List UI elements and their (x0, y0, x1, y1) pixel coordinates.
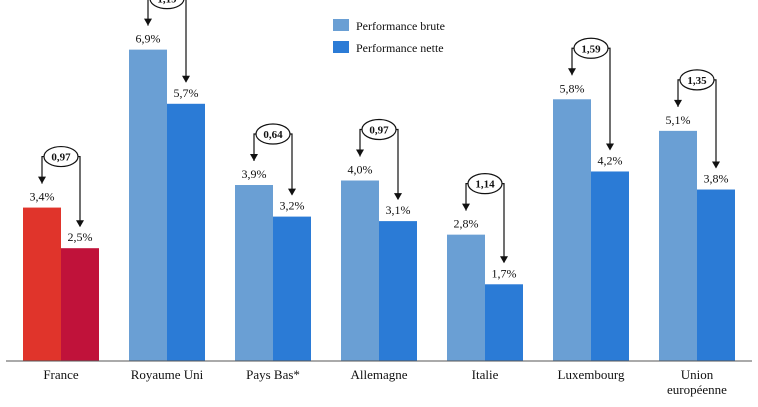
category-label: Italie (472, 367, 499, 382)
difference-arrow-start (250, 154, 258, 162)
difference-badge (467, 173, 503, 195)
difference-value: 0,64 (263, 129, 283, 141)
bar-group: 3,4% 2,5% 0,97 France (23, 145, 99, 382)
difference-badge (573, 37, 609, 59)
difference-arrow-start (462, 203, 470, 211)
bar-brute (129, 49, 167, 361)
bar-nette (61, 248, 99, 361)
data-label-nette: 3,1% (386, 203, 411, 217)
category-label: Allemagne (350, 367, 407, 382)
bar-brute (23, 207, 61, 361)
bar-group: 3,9% 3,2% 0,64 Pays Bas* (235, 123, 311, 382)
data-label-brute: 4,0% (348, 163, 373, 177)
difference-value: 1,14 (475, 179, 495, 191)
legend-label-brute: Performance brute (356, 19, 445, 33)
difference-arrow-start (144, 18, 152, 26)
bar-nette (379, 221, 417, 361)
difference-value: 1,59 (581, 43, 601, 55)
data-label-nette: 5,7% (174, 86, 199, 100)
legend-swatch-nette (333, 41, 349, 53)
bar-nette (273, 216, 311, 361)
data-label-nette: 3,8% (704, 172, 729, 186)
bar-brute (659, 130, 697, 361)
data-label-brute: 5,1% (666, 113, 691, 127)
bar-brute (447, 234, 485, 361)
data-label-nette: 2,5% (68, 230, 93, 244)
legend-swatch-brute (333, 19, 349, 31)
difference-badge (149, 0, 185, 10)
data-label-brute: 3,9% (242, 167, 267, 181)
difference-arrow-start (356, 149, 364, 157)
data-label-nette: 4,2% (598, 153, 623, 167)
legend-label-nette: Performance nette (356, 41, 444, 55)
difference-value: 0,97 (369, 125, 389, 137)
difference-value: 0,97 (51, 152, 71, 164)
data-label-brute: 3,4% (30, 190, 55, 204)
data-label-brute: 2,8% (454, 217, 479, 231)
data-label-brute: 5,8% (560, 81, 585, 95)
bar-brute (341, 180, 379, 361)
legend: Performance brute Performance nette (333, 19, 445, 55)
bar-nette (167, 103, 205, 361)
bar-group: 2,8% 1,7% 1,14 Italie (447, 173, 523, 382)
bar-nette (697, 189, 735, 361)
bar-brute (553, 99, 591, 362)
difference-value: 1,19 (157, 0, 177, 6)
plot-area: 3,4% 2,5% 0,97 France 6,9% 5,7% 1,19 Royaume Un… (6, 0, 752, 397)
difference-value: 1,35 (687, 75, 707, 87)
data-label-brute: 6,9% (136, 32, 161, 46)
difference-arrow-start (674, 99, 682, 107)
bar-group: 5,8% 4,2% 1,59 Luxembourg (553, 37, 629, 382)
bar-group: 4,0% 3,1% 0,97 Allemagne (341, 118, 417, 382)
bar-nette (485, 284, 523, 361)
category-label: européenne (667, 382, 727, 397)
difference-arrow-start (568, 68, 576, 76)
data-label-nette: 1,7% (492, 266, 517, 280)
bar-brute (235, 185, 273, 361)
category-label: France (43, 367, 79, 382)
difference-badge (43, 145, 79, 168)
category-label: Royaume Uni (131, 367, 204, 382)
difference-connector (147, 0, 190, 83)
difference-badge (255, 123, 291, 145)
category-label: Union (681, 367, 714, 382)
category-label: Pays Bas* (246, 367, 300, 382)
data-label-nette: 3,2% (280, 199, 305, 213)
difference-arrow-start (38, 176, 46, 184)
bar-group: 6,9% 5,7% 1,19 Royaume Uni (129, 0, 205, 382)
difference-badge (679, 69, 715, 91)
difference-badge (361, 118, 397, 141)
category-label: Luxembourg (558, 367, 625, 382)
bar-nette (591, 171, 629, 361)
